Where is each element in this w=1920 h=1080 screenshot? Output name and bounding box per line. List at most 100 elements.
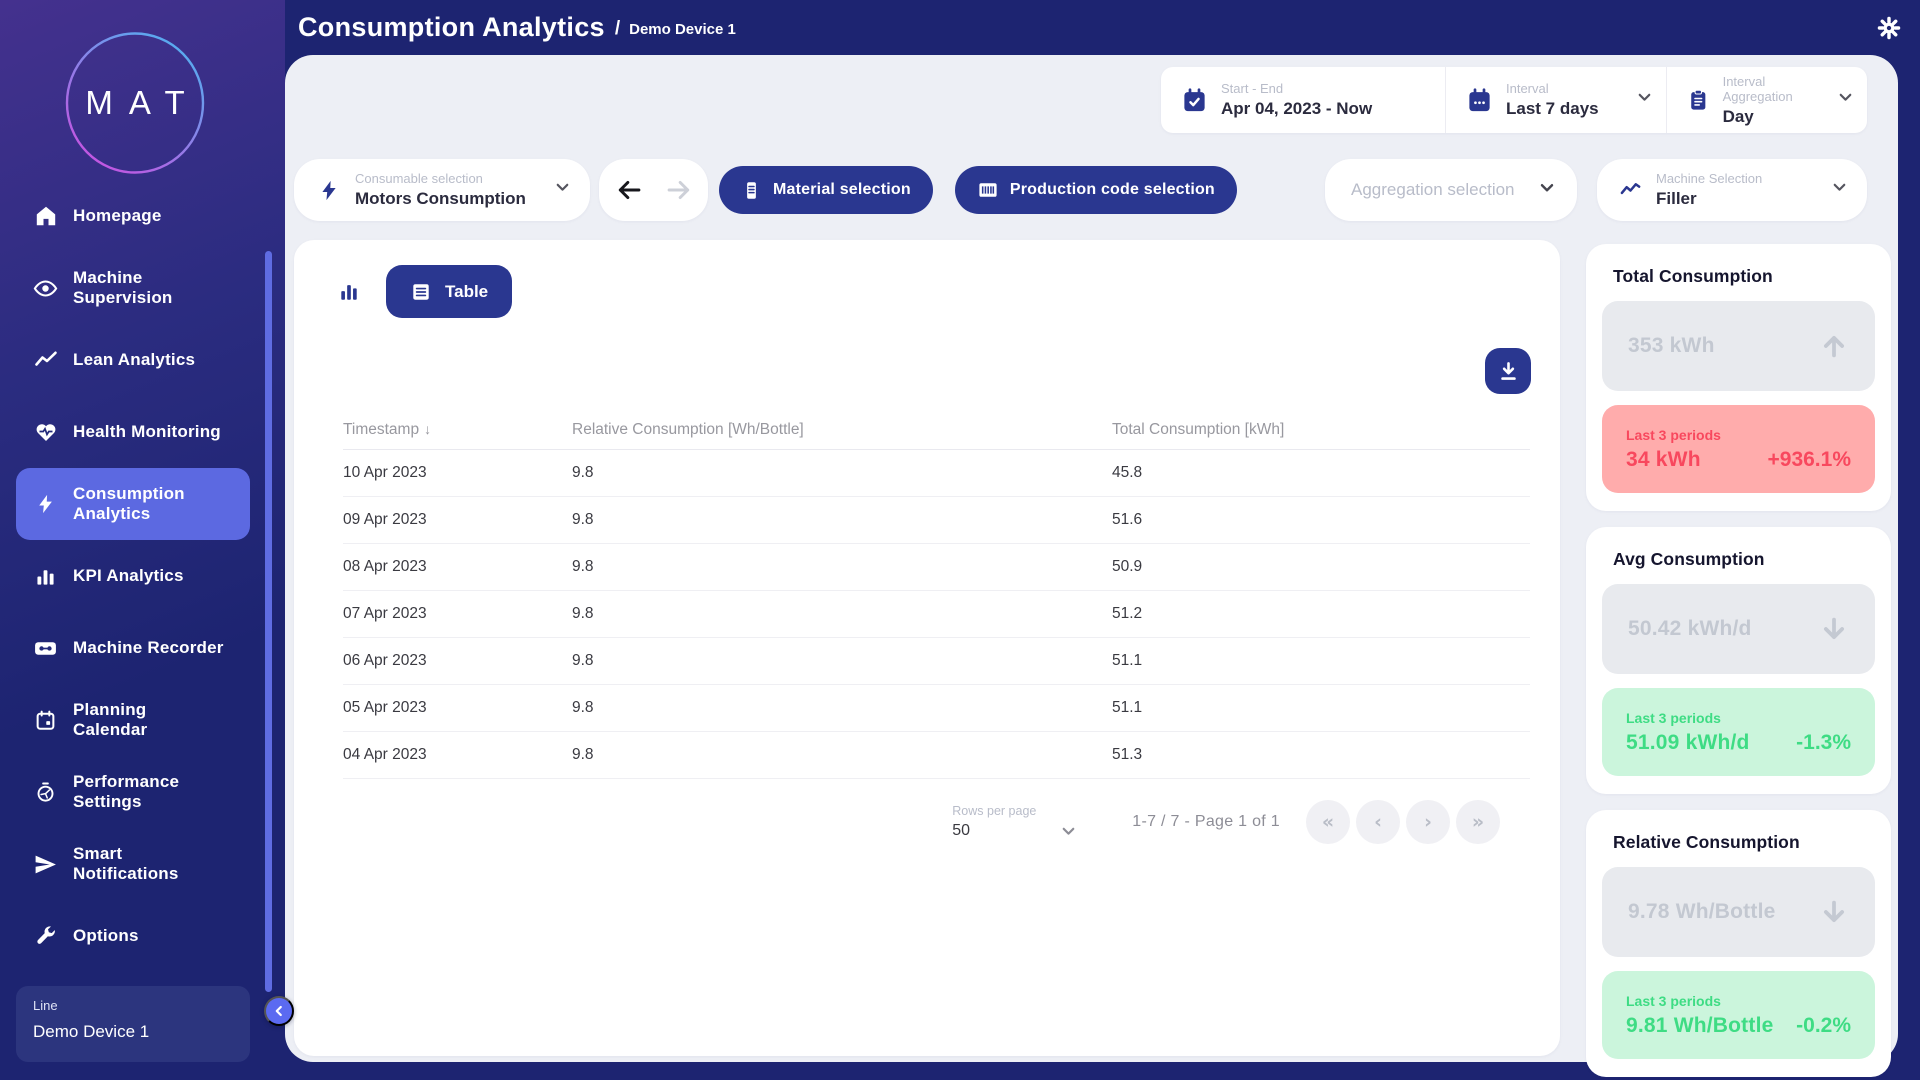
next-page-button[interactable]: › bbox=[1406, 800, 1450, 844]
content-panel: Start - End Apr 04, 2023 - Now Interval … bbox=[285, 55, 1898, 1077]
sidebar-item-options[interactable]: Options bbox=[16, 900, 250, 972]
machine-selection-dropdown[interactable]: Machine Selection Filler bbox=[1597, 159, 1867, 221]
total-consumption-card: Total Consumption 353 kWh Last 3 periods… bbox=[1586, 244, 1891, 511]
table-row: 09 Apr 2023 9.8 51.6 bbox=[343, 497, 1530, 544]
start-end-picker[interactable]: Start - End Apr 04, 2023 - Now bbox=[1161, 67, 1445, 133]
relative-consumption-card: Relative Consumption 9.78 Wh/Bottle Last… bbox=[1586, 810, 1891, 1077]
material-selection-label: Material selection bbox=[773, 181, 911, 198]
rows-per-page-select[interactable]: Rows per page 50 bbox=[952, 804, 1078, 841]
cell-timestamp: 10 Apr 2023 bbox=[343, 464, 427, 481]
view-toggle-group: Table bbox=[338, 265, 513, 318]
sidebar-item-lean-analytics[interactable]: Lean Analytics bbox=[16, 324, 250, 396]
stats-column: Total Consumption 353 kWh Last 3 periods… bbox=[1586, 244, 1891, 1077]
sidebar-item-planning-calendar[interactable]: Planning Calendar bbox=[16, 684, 250, 756]
device-selector-card[interactable]: Line Demo Device 1 bbox=[16, 986, 250, 1062]
interval-label: Interval bbox=[1506, 81, 1549, 96]
production-code-selection-button[interactable]: Production code selection bbox=[954, 166, 1237, 214]
sort-desc-icon: ↓ bbox=[424, 420, 432, 437]
trend-line-icon bbox=[33, 348, 58, 373]
sidebar-menu: Homepage Machine Supervision Lean Analyt… bbox=[0, 180, 285, 972]
column-header-relative-consumption[interactable]: Relative Consumption [Wh/Bottle] bbox=[572, 420, 804, 438]
sidebar-item-consumption-analytics[interactable]: Consumption Analytics bbox=[16, 468, 250, 540]
interval-select[interactable]: Interval Last 7 days bbox=[1445, 67, 1666, 133]
table-row: 05 Apr 2023 9.8 51.1 bbox=[343, 685, 1530, 732]
page-range-summary: 1-7 / 7 - Page 1 of 1 bbox=[1132, 813, 1280, 830]
settings-gear-icon[interactable] bbox=[1876, 15, 1902, 41]
cell-total: 45.8 bbox=[1112, 464, 1143, 481]
cell-relative: 9.8 bbox=[572, 558, 594, 575]
stat-title: Avg Consumption bbox=[1613, 549, 1765, 569]
stat-title: Relative Consumption bbox=[1613, 832, 1800, 852]
prev-page-button[interactable]: ‹ bbox=[1356, 800, 1400, 844]
back-arrow-button[interactable] bbox=[614, 175, 644, 205]
sidebar-item-homepage[interactable]: Homepage bbox=[16, 180, 250, 252]
sidebar-item-smart-notifications[interactable]: Smart Notifications bbox=[16, 828, 250, 900]
page-title: Consumption Analytics bbox=[298, 12, 605, 42]
cell-total: 50.9 bbox=[1112, 558, 1143, 575]
period-label: Last 3 periods bbox=[1626, 709, 1721, 726]
consumable-selection-value: Motors Consumption bbox=[355, 189, 526, 208]
breadcrumb: Demo Device 1 bbox=[629, 20, 736, 38]
cell-total: 51.1 bbox=[1112, 699, 1143, 716]
rows-per-page-label: Rows per page bbox=[952, 803, 1037, 818]
aggregation-selection-dropdown[interactable]: Aggregation selection bbox=[1325, 159, 1577, 221]
sidebar-item-label: Machine Recorder bbox=[73, 637, 224, 657]
stat-value: 353 kWh bbox=[1628, 334, 1715, 357]
device-line-label: Line bbox=[33, 998, 58, 1013]
sidebar-item-health-monitoring[interactable]: Health Monitoring bbox=[16, 396, 250, 468]
cell-relative: 9.8 bbox=[572, 464, 594, 481]
eye-icon bbox=[33, 276, 58, 301]
sidebar-scrollbar[interactable] bbox=[265, 251, 272, 992]
first-page-button[interactable]: « bbox=[1306, 800, 1350, 844]
gauge-icon bbox=[33, 780, 58, 805]
sidebar-item-label: Consumption Analytics bbox=[73, 483, 185, 523]
date-filter-bar: Start - End Apr 04, 2023 - Now Interval … bbox=[1161, 67, 1867, 133]
machine-selection-label: Machine Selection bbox=[1656, 171, 1763, 186]
consumable-selection-label: Consumable selection bbox=[355, 171, 483, 186]
column-header-timestamp[interactable]: Timestamp ↓ bbox=[343, 420, 432, 438]
consumable-selection-dropdown[interactable]: Consumable selection Motors Consumption bbox=[294, 159, 590, 221]
sidebar-item-machine-recorder[interactable]: Machine Recorder bbox=[16, 612, 250, 684]
brand-logo: MAT bbox=[65, 32, 205, 174]
pagination-buttons: « ‹ › » bbox=[1306, 800, 1500, 844]
sidebar-item-label: Smart Notifications bbox=[73, 843, 179, 883]
forward-arrow-button[interactable] bbox=[664, 175, 694, 205]
interval-aggregation-select[interactable]: Interval Aggregation Day bbox=[1666, 67, 1867, 133]
chevron-down-icon bbox=[553, 178, 572, 202]
interval-aggregation-label: Interval Aggregation bbox=[1722, 73, 1793, 104]
sidebar-item-label: Homepage bbox=[73, 205, 162, 225]
chart-view-toggle-icon[interactable] bbox=[338, 281, 360, 303]
sidebar-collapse-button[interactable] bbox=[264, 996, 294, 1026]
calendar-icon bbox=[33, 708, 58, 733]
chevron-down-icon bbox=[1537, 178, 1557, 203]
home-icon bbox=[33, 204, 58, 229]
wrench-icon bbox=[33, 924, 58, 949]
sidebar-item-kpi-analytics[interactable]: KPI Analytics bbox=[16, 540, 250, 612]
device-name: Demo Device 1 bbox=[33, 1022, 150, 1041]
table-view-button[interactable]: Table bbox=[386, 265, 513, 318]
download-button[interactable] bbox=[1485, 348, 1531, 394]
pagination-bar: Rows per page 50 1-7 / 7 - Page 1 of 1 «… bbox=[952, 792, 1500, 852]
stat-period-box: Last 3 periods 34 kWh +936.1% bbox=[1602, 405, 1875, 493]
cell-timestamp: 09 Apr 2023 bbox=[343, 511, 427, 528]
sidebar-item-machine-supervision[interactable]: Machine Supervision bbox=[16, 252, 250, 324]
send-icon bbox=[33, 852, 58, 877]
sidebar-item-performance-settings[interactable]: Performance Settings bbox=[16, 756, 250, 828]
start-end-label: Start - End bbox=[1221, 81, 1284, 96]
download-icon bbox=[1500, 361, 1516, 380]
table-row: 04 Apr 2023 9.8 51.3 bbox=[343, 732, 1530, 779]
last-page-button[interactable]: » bbox=[1456, 800, 1500, 844]
material-selection-button[interactable]: Material selection bbox=[719, 166, 933, 214]
sidebar-item-label: Options bbox=[73, 925, 139, 945]
aggregation-selection-placeholder: Aggregation selection bbox=[1351, 180, 1515, 199]
trend-down-icon bbox=[1819, 614, 1849, 644]
column-header-total-consumption[interactable]: Total Consumption [kWh] bbox=[1112, 420, 1285, 438]
trend-down-icon bbox=[1819, 897, 1849, 927]
rows-per-page-value: 50 bbox=[952, 822, 971, 839]
cell-total: 51.3 bbox=[1112, 746, 1143, 763]
start-end-value: Apr 04, 2023 - Now bbox=[1221, 99, 1373, 118]
cell-total: 51.2 bbox=[1112, 605, 1143, 622]
sidebar-item-label: KPI Analytics bbox=[73, 565, 184, 585]
selection-toolbar: Consumable selection Motors Consumption bbox=[294, 159, 1867, 221]
barcode-icon bbox=[979, 183, 997, 197]
